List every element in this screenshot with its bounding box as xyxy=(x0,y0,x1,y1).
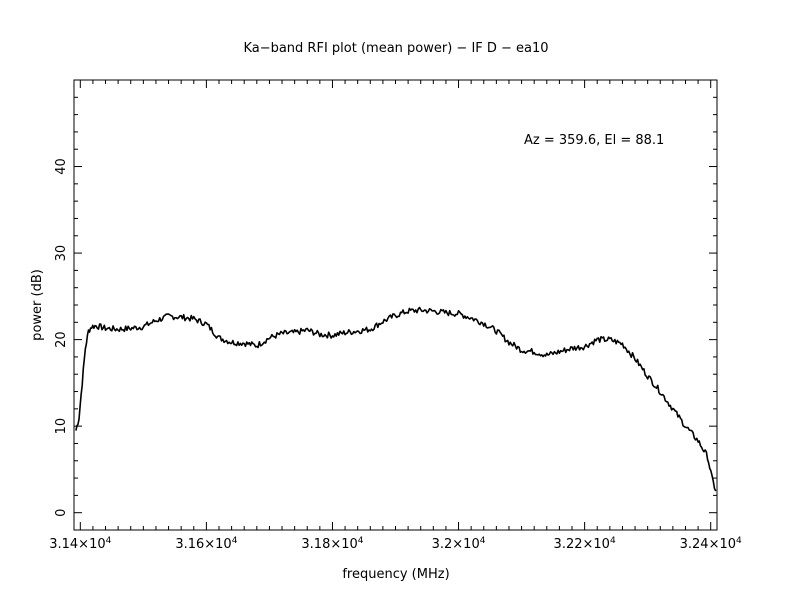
x-tick-label: 3.22×104 xyxy=(554,536,616,552)
axis-ticks xyxy=(74,80,717,530)
x-axis-label: frequency (MHz) xyxy=(342,567,449,582)
y-tick-label: 0 xyxy=(54,509,69,517)
x-tick-label: 3.14×104 xyxy=(49,536,111,552)
x-tick-label: 3.2×104 xyxy=(432,536,486,552)
y-axis-label: power (dB) xyxy=(30,269,45,341)
x-tick-label: 3.16×104 xyxy=(175,536,237,552)
y-tick-labels: 0 10 20 30 40 xyxy=(54,158,69,517)
x-tick-label: 3.18×104 xyxy=(301,536,363,552)
y-tick-label: 30 xyxy=(54,245,69,262)
series-line xyxy=(75,306,717,492)
y-tick-label: 10 xyxy=(54,418,69,435)
y-tick-label: 40 xyxy=(54,158,69,175)
az-el-annotation: Az = 359.6, El = 88.1 xyxy=(524,133,664,148)
x-tick-labels: 3.14×104 3.16×104 3.18×104 3.2×104 3.22×104 3… xyxy=(49,536,742,552)
x-tick-label: 3.24×104 xyxy=(680,536,742,552)
y-tick-label: 20 xyxy=(54,331,69,348)
chart-title: Ka−band RFI plot (mean power) − IF D − e… xyxy=(243,41,548,56)
